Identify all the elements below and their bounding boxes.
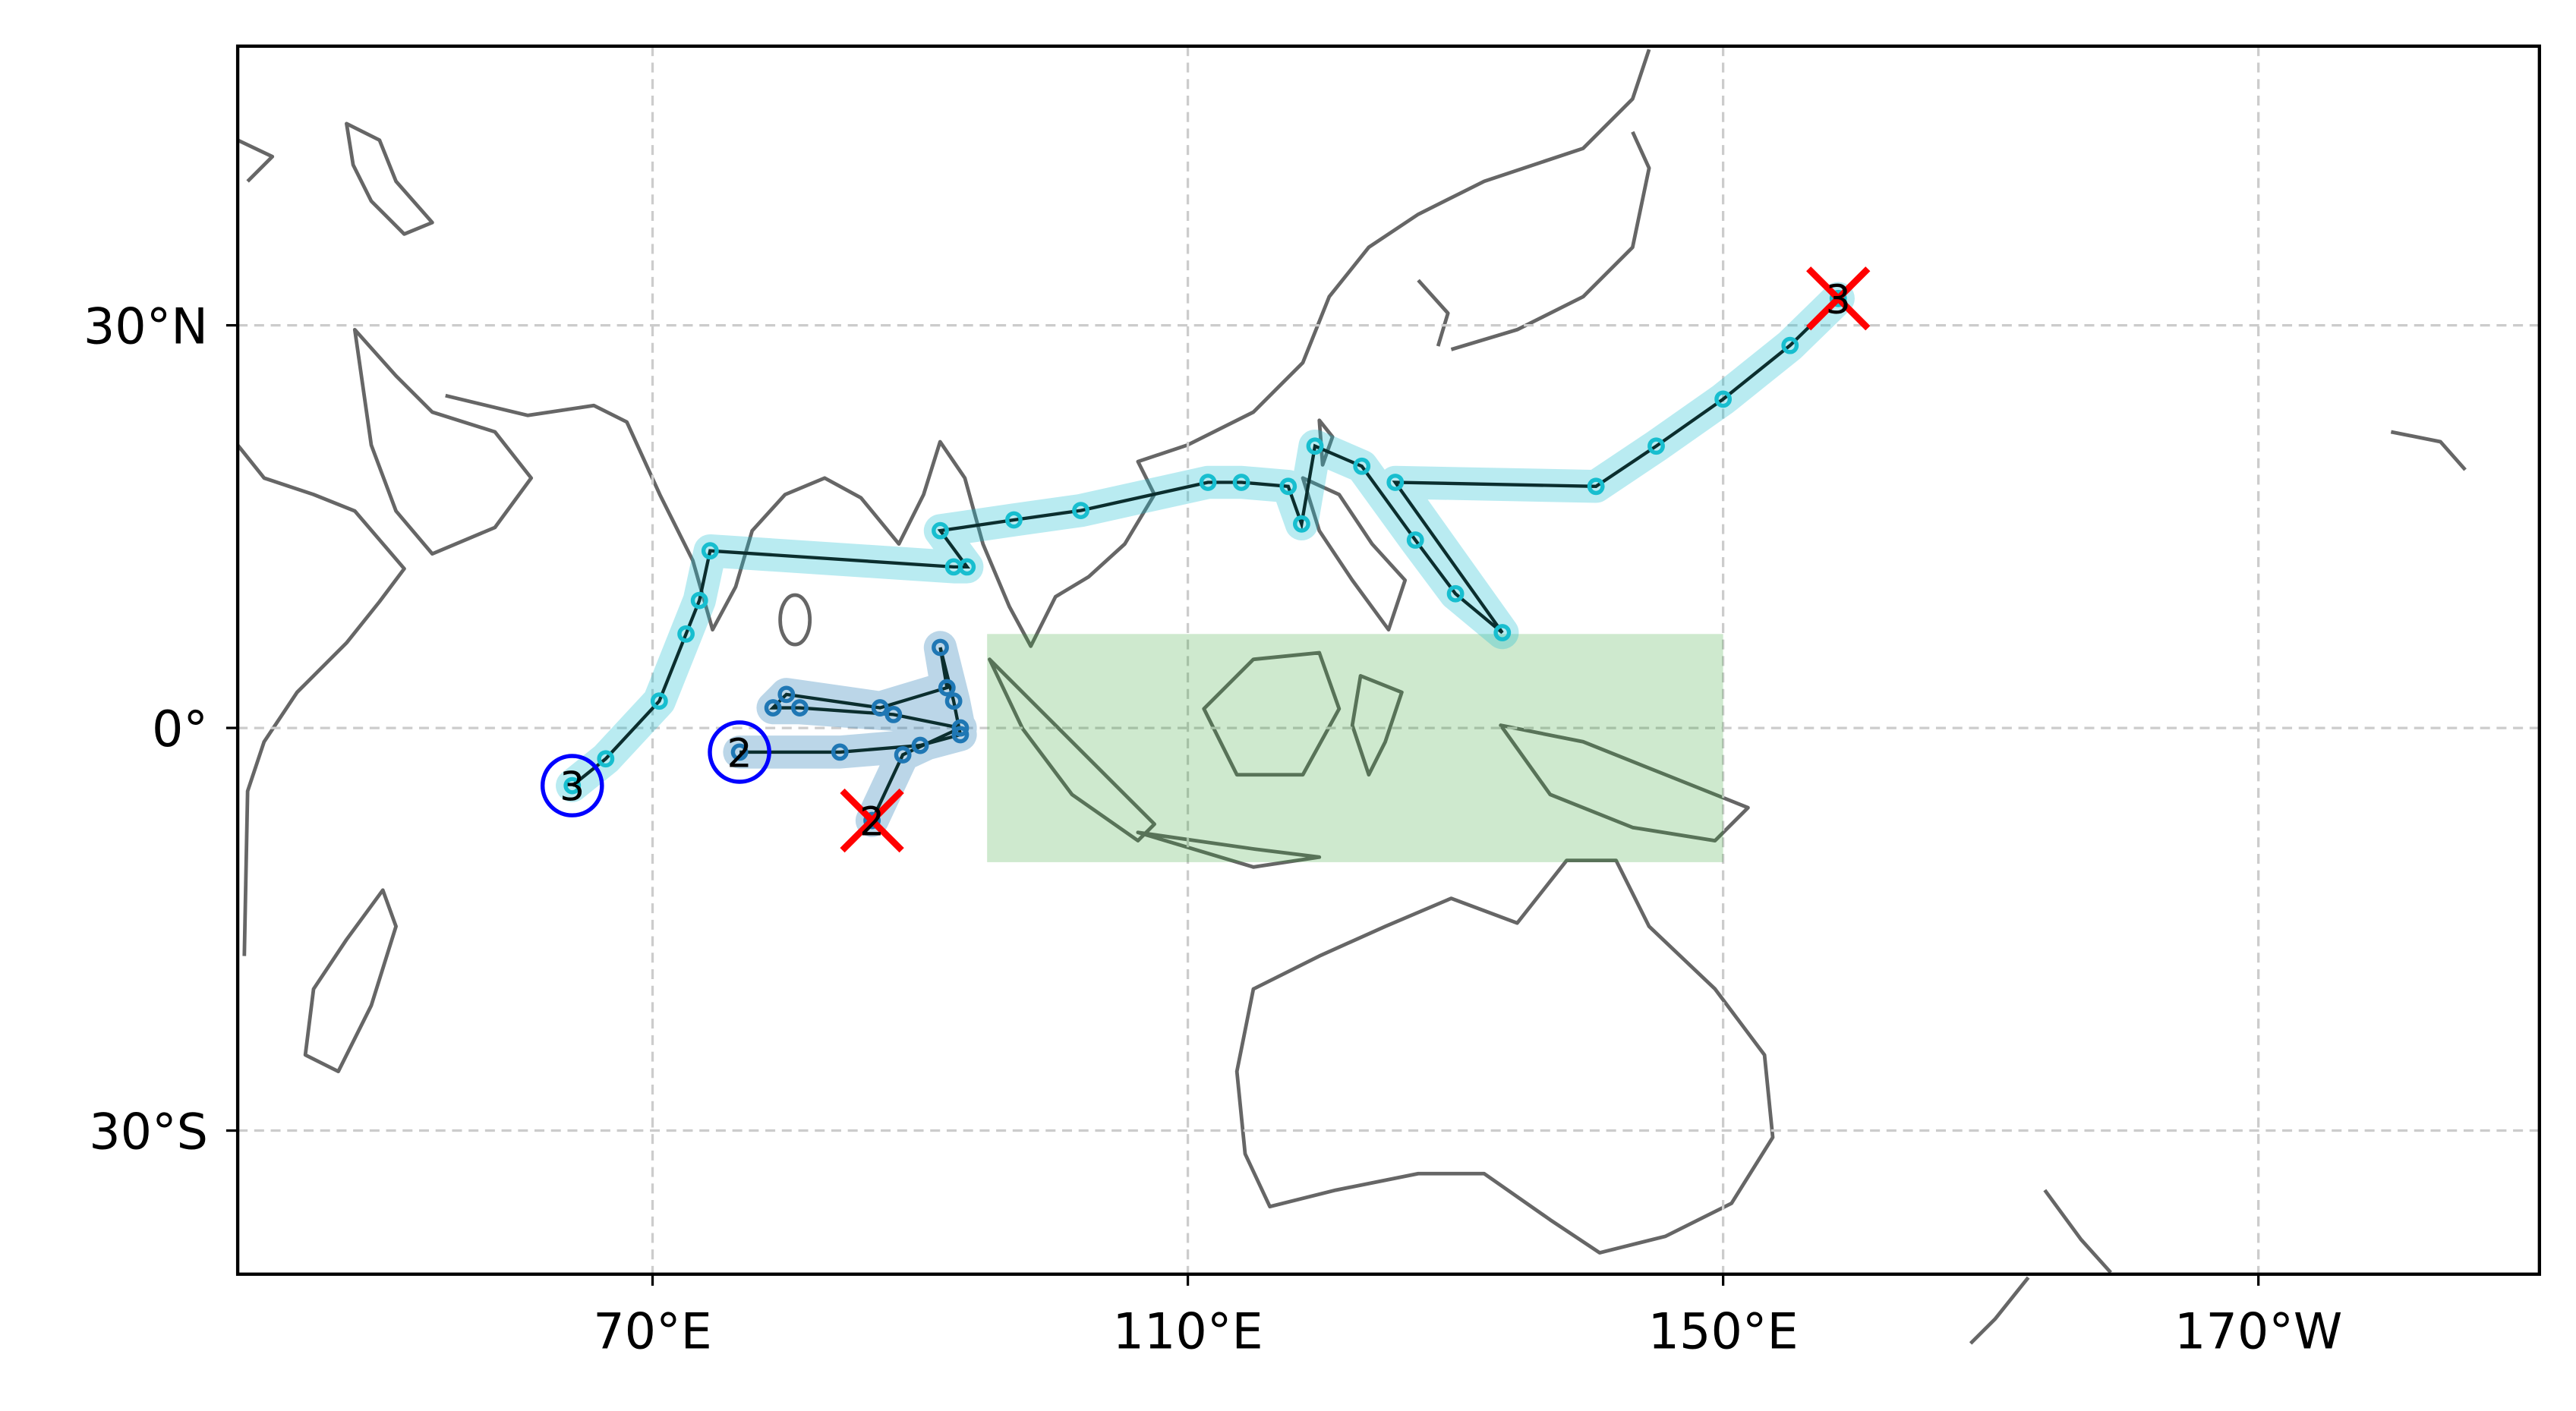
- track-point: [1446, 584, 1465, 603]
- track-point: [650, 692, 668, 710]
- coastline: [1417, 131, 1651, 351]
- coastlines: [236, 49, 2467, 1345]
- track-point: [1587, 477, 1605, 496]
- coastline: [988, 650, 1750, 869]
- ticks: 70°E 110°E 150°E 170°W 30°S 0° 30°N: [84, 298, 2343, 1360]
- end-marker: [1806, 266, 1871, 331]
- track-point: [1232, 474, 1250, 491]
- coastline: [1969, 430, 2467, 1345]
- track-point: [1406, 531, 1424, 549]
- end-marker: [840, 788, 904, 853]
- track-point: [777, 685, 796, 704]
- y-tick-label: 0°: [152, 701, 208, 758]
- track-label: 2: [859, 800, 884, 846]
- track-point: [690, 591, 708, 609]
- track-point: [1386, 474, 1405, 491]
- track-point: [1072, 502, 1089, 520]
- x-tick-label: 170°W: [2174, 1303, 2342, 1360]
- track-point: [932, 638, 949, 657]
- grid: [238, 46, 2540, 1274]
- track-point: [894, 746, 912, 764]
- track-point: [951, 719, 970, 737]
- track-point: [938, 679, 956, 697]
- track-point: [863, 811, 881, 830]
- coastline: [345, 121, 434, 236]
- track-point: [932, 521, 949, 540]
- track-label: 3: [1826, 278, 1851, 323]
- track-point: [563, 776, 582, 795]
- coastline: [303, 888, 398, 1074]
- track-label: 3: [560, 765, 585, 811]
- track-point: [791, 699, 809, 717]
- track-point: [701, 542, 719, 560]
- region-box: [987, 634, 1723, 862]
- track-point: [764, 699, 782, 717]
- x-tick-label: 150°E: [1648, 1303, 1799, 1360]
- track-point: [958, 558, 976, 576]
- track-line: [739, 647, 966, 822]
- track-point: [884, 705, 903, 723]
- track-point: [944, 692, 963, 710]
- coastline: [352, 327, 534, 556]
- track-point: [730, 743, 749, 761]
- y-tick-label: 30°S: [89, 1104, 208, 1161]
- track-point: [1829, 289, 1847, 307]
- track-label: 2: [727, 731, 752, 776]
- track-point: [1714, 390, 1733, 408]
- frame: [235, 44, 2542, 1276]
- region-layer: [987, 634, 1723, 862]
- x-tick-label: 70°E: [593, 1303, 712, 1360]
- coastline: [1234, 858, 1775, 1255]
- track-point: [677, 625, 695, 643]
- track-point: [1353, 457, 1371, 475]
- track-point: [831, 743, 849, 761]
- track-point: [911, 736, 929, 754]
- track-point: [1005, 511, 1023, 529]
- track-point: [1647, 437, 1665, 455]
- y-tick-label: 30°N: [84, 298, 208, 355]
- track-point: [871, 699, 889, 717]
- track-point: [597, 750, 615, 768]
- track-point: [1279, 477, 1297, 496]
- track-point: [1493, 624, 1512, 641]
- track-point: [951, 726, 970, 744]
- track-point: [1781, 336, 1799, 354]
- start-marker: [540, 754, 604, 817]
- coastline: [778, 593, 812, 647]
- track-point: [1306, 437, 1324, 455]
- tracks-layer: 3 3 2 2: [540, 266, 1871, 853]
- track-point: [1293, 515, 1310, 533]
- coastline: [236, 138, 406, 956]
- x-tick-label: 110°E: [1113, 1303, 1263, 1360]
- track-point: [1199, 474, 1217, 491]
- start-marker: [708, 720, 771, 784]
